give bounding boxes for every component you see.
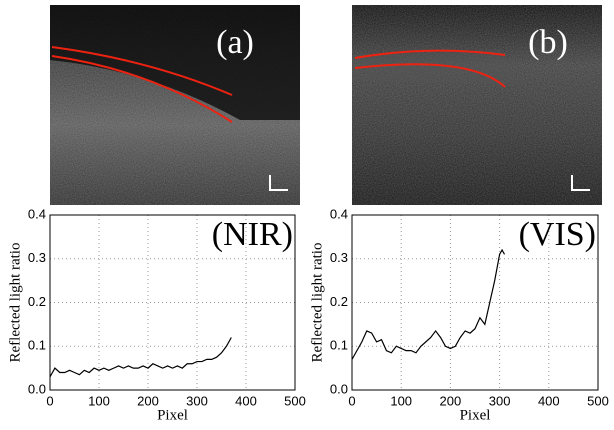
y-tick-label: 0.2 [28,294,46,309]
annotation: (VIS) [519,216,596,253]
y-tick-label: 0.0 [330,381,348,396]
x-tick-label: 300 [186,393,208,408]
y-tick-label: 0.0 [28,381,46,396]
x-tick-label: 300 [489,393,511,408]
y-tick-label: 0.4 [330,206,348,221]
plot-frame [351,214,599,391]
y-tick-label: 0.2 [330,294,348,309]
oct-image-b: (b) [352,5,602,205]
x-tick-label: 400 [235,393,257,408]
data-line [49,337,232,378]
y-tick-label: 0.3 [330,250,348,265]
y-tick-label: 0.1 [28,338,46,353]
oct-image-a: (a) [50,5,300,205]
x-axis-label: Pixel [460,407,491,423]
x-tick-label: 0 [348,393,355,408]
y-tick-label: 0.4 [28,206,46,221]
x-tick-label: 500 [587,393,609,408]
x-tick-label: 200 [137,393,159,408]
y-tick-label: 0.3 [28,250,46,265]
x-tick-label: 100 [390,393,412,408]
x-axis-label: Pixel [157,407,188,423]
panel-label: (b) [528,24,568,61]
panel-label: (a) [216,24,254,61]
y-axis-label: Reflected light ratio [309,243,325,363]
x-tick-label: 400 [538,393,560,408]
plot-frame [49,214,296,391]
y-axis-label: Reflected light ratio [7,243,23,363]
y-tick-label: 0.1 [330,338,348,353]
x-tick-label: 500 [284,393,306,408]
data-line [351,248,506,360]
x-tick-label: 200 [440,393,462,408]
x-tick-label: 0 [46,393,53,408]
annotation: (NIR) [212,216,293,253]
x-tick-label: 100 [88,393,110,408]
